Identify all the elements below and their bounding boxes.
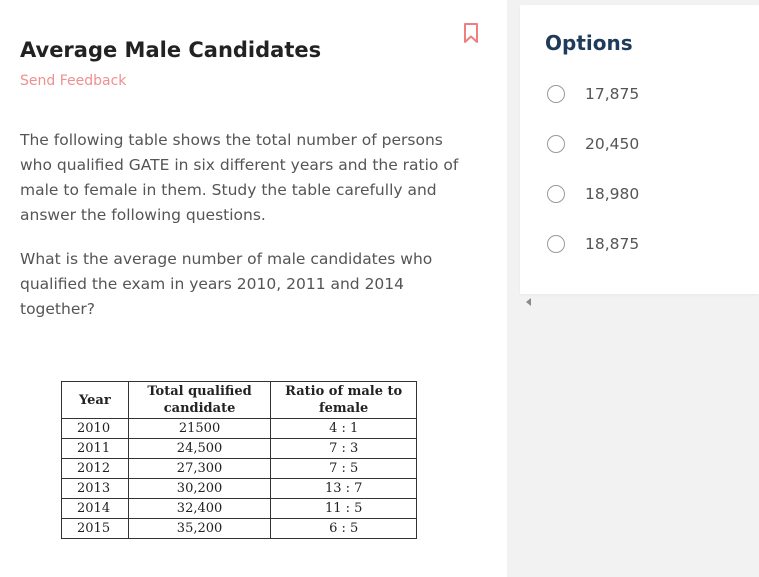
header-ratio: Ratio of male to female (270, 381, 417, 419)
cell-total: 32,400 (127, 498, 272, 519)
data-table: Year Total qualified candidate Ratio of … (61, 381, 417, 539)
cell-year: 2012 (61, 458, 129, 479)
cell-ratio: 7 : 5 (270, 458, 417, 479)
option-2[interactable]: 20,450 (547, 132, 639, 156)
table-row: 2012 27,300 7 : 5 (61, 458, 417, 479)
send-feedback-link[interactable]: Send Feedback (20, 73, 127, 89)
cell-ratio: 7 : 3 (270, 438, 417, 459)
option-label[interactable]: 18,875 (585, 235, 640, 253)
cell-year: 2015 (61, 518, 129, 539)
cell-total: 21500 (127, 418, 272, 439)
options-card: Options 17,875 20,450 18,980 18,875 (520, 5, 759, 294)
header-total-qualified-text: Total qualified candidate (147, 384, 252, 416)
cell-total: 35,200 (127, 518, 272, 539)
option-label[interactable]: 20,450 (585, 135, 640, 153)
table-header-row: Year Total qualified candidate Ratio of … (61, 381, 417, 419)
cell-ratio: 11 : 5 (270, 498, 417, 519)
cell-total: 30,200 (127, 478, 272, 499)
option-label[interactable]: 17,875 (585, 85, 640, 103)
radio-button[interactable] (547, 135, 565, 153)
table-row: 2014 32,400 11 : 5 (61, 498, 417, 519)
bookmark-icon[interactable] (462, 22, 480, 44)
header-total-qualified: Total qualified candidate (127, 381, 272, 419)
header-year: Year (61, 381, 129, 419)
question-intro: The following table shows the total numb… (20, 131, 459, 224)
cell-ratio: 4 : 1 (270, 418, 417, 439)
cell-ratio: 13 : 7 (270, 478, 417, 499)
option-label[interactable]: 18,980 (585, 185, 640, 203)
table-row: 2011 24,500 7 : 3 (61, 438, 417, 459)
cell-total: 27,300 (127, 458, 272, 479)
options-heading: Options (545, 31, 633, 55)
option-3[interactable]: 18,980 (547, 182, 639, 206)
radio-button[interactable] (547, 185, 565, 203)
option-1[interactable]: 17,875 (547, 82, 639, 106)
cell-total: 24,500 (127, 438, 272, 459)
cell-ratio: 6 : 5 (270, 518, 417, 539)
cell-year: 2013 (61, 478, 129, 499)
table-row: 2010 21500 4 : 1 (61, 418, 417, 439)
option-4[interactable]: 18,875 (547, 232, 639, 256)
table-row: 2013 30,200 13 : 7 (61, 478, 417, 499)
question-title: Average Male Candidates (20, 38, 322, 62)
radio-button[interactable] (547, 235, 565, 253)
question-prompt: What is the average number of male candi… (20, 250, 433, 318)
question-text: The following table shows the total numb… (20, 128, 470, 341)
table-row: 2015 35,200 6 : 5 (61, 518, 417, 539)
cell-year: 2011 (61, 438, 129, 459)
radio-button[interactable] (547, 85, 565, 103)
scroll-left-arrow-icon[interactable] (526, 298, 531, 306)
cell-year: 2010 (61, 418, 129, 439)
question-panel: Average Male Candidates Send Feedback Th… (0, 0, 507, 577)
header-ratio-text: Ratio of male to female (285, 384, 403, 416)
cell-year: 2014 (61, 498, 129, 519)
